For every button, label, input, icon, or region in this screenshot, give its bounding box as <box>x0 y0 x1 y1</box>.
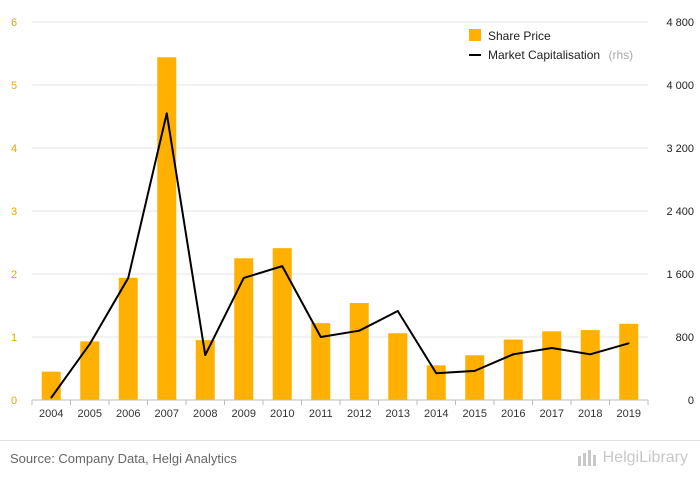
right-tick-label: 0 <box>688 395 694 407</box>
x-axis: 2004 2005 2006 2007 2008 2009 2010 2011 2012 2013… <box>31 399 649 420</box>
brand-logo[interactable]: HelgiLibrary <box>577 449 688 467</box>
right-tick-label: 3 200 <box>666 143 694 155</box>
combo-chart: 0 1 2 3 4 5 6 0 800 1 600 2 400 3 200 4 000 4 800 20… <box>11 17 694 420</box>
market-cap-point <box>550 347 553 349</box>
brand-name: HelgiLibrary <box>602 449 688 466</box>
share-price-bar <box>349 302 369 400</box>
share-price-bar <box>426 365 446 400</box>
market-cap-point <box>435 372 438 375</box>
footer-divider <box>0 440 700 441</box>
left-tick-label: 2 <box>11 269 17 281</box>
market-cap-point <box>165 112 168 115</box>
x-tick-label: 2010 <box>270 408 294 420</box>
share-price-bar <box>272 248 292 400</box>
market-cap-point <box>396 310 399 312</box>
left-axis: 0 1 2 3 4 5 6 <box>11 17 17 407</box>
x-tick-label: 2004 <box>39 408 63 420</box>
x-tick-label: 2005 <box>78 408 102 420</box>
share-price-bar <box>41 371 61 400</box>
source-note: Source: Company Data, Helgi Analytics <box>10 451 237 466</box>
market-cap-point <box>281 265 284 267</box>
x-tick-label: 2013 <box>386 408 410 420</box>
right-tick-label: 1 600 <box>666 269 694 281</box>
share-price-bar <box>157 57 177 400</box>
market-cap-point <box>319 336 322 338</box>
left-tick-label: 5 <box>11 80 17 92</box>
x-tick-label: 2012 <box>347 408 371 420</box>
x-tick-label: 2018 <box>578 408 602 420</box>
market-cap-point <box>589 353 592 356</box>
market-cap-point <box>512 353 515 356</box>
share-price-bar <box>542 331 562 400</box>
market-cap-point <box>627 342 630 345</box>
x-tick-label: 2007 <box>155 408 179 420</box>
building-icon <box>577 450 596 466</box>
market-cap-point <box>50 396 53 399</box>
right-tick-label: 800 <box>676 332 694 344</box>
right-tick-label: 4 800 <box>666 17 694 29</box>
share-price-bar <box>118 277 138 400</box>
market-cap-polyline <box>50 112 630 399</box>
x-tick-label: 2014 <box>424 408 448 420</box>
share-price-bar <box>388 333 408 400</box>
market-cap-point <box>88 343 91 345</box>
share-price-bar <box>503 339 523 400</box>
x-tick-label: 2008 <box>193 408 217 420</box>
market-cap-point <box>204 354 207 356</box>
x-tick-label: 2006 <box>116 408 140 420</box>
market-cap-point <box>358 329 361 332</box>
x-tick-label: 2009 <box>232 408 256 420</box>
x-tick-label: 2015 <box>463 408 487 420</box>
right-axis: 0 800 1 600 2 400 3 200 4 000 4 800 <box>666 17 694 407</box>
legend-label-market-cap: Market Capitalisation (rhs) <box>488 46 633 63</box>
legend-label-share-price: Share Price <box>488 29 551 43</box>
x-tick-label: 2017 <box>540 408 564 420</box>
market-cap-point <box>127 277 130 279</box>
share-price-bar <box>465 355 485 400</box>
market-cap-point <box>242 277 245 279</box>
left-tick-label: 4 <box>11 143 17 155</box>
market-cap-line <box>50 112 630 399</box>
x-tick-label: 2016 <box>501 408 525 420</box>
share-price-bar <box>311 323 331 400</box>
left-tick-label: 3 <box>11 206 17 218</box>
left-tick-label: 6 <box>11 17 17 29</box>
left-tick-label: 0 <box>11 395 17 407</box>
share-price-bar <box>80 341 100 400</box>
legend-swatch-share-price <box>469 29 481 41</box>
share-price-bar <box>195 340 215 400</box>
share-price-bar <box>619 323 639 400</box>
legend: Share Price Market Capitalisation (rhs) <box>469 29 633 63</box>
share-price-bar <box>580 330 600 400</box>
right-tick-label: 2 400 <box>666 206 694 218</box>
right-tick-label: 4 000 <box>666 80 694 92</box>
market-cap-point <box>473 370 476 372</box>
share-price-bar <box>234 258 254 400</box>
x-tick-label: 2019 <box>617 408 641 420</box>
share-price-bars <box>41 57 639 400</box>
x-tick-label: 2011 <box>309 408 333 420</box>
left-tick-label: 1 <box>11 332 17 344</box>
